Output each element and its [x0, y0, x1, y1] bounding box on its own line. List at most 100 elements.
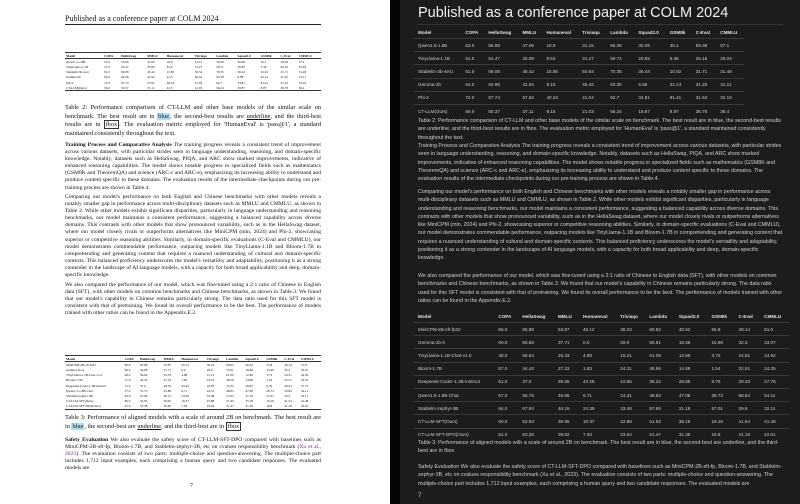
- score-cell: 36.78: [691, 103, 717, 118]
- score-cell: 61.41: [260, 80, 269, 85]
- model-name-cell: Qwen1.5-1.8B: [66, 59, 86, 64]
- score-cell: 70.35: [216, 70, 224, 75]
- score-cell: 8.54: [542, 51, 579, 65]
- score-cell: 31.71: [280, 70, 288, 75]
- score-cell: 60.0: [124, 367, 131, 372]
- safety-paragraph: Safety Evaluation We also evaluate the s…: [65, 437, 321, 472]
- score-cell: 59.38: [691, 37, 717, 52]
- column-header: CMMLU: [720, 30, 738, 35]
- score-cell: 57.01: [707, 401, 735, 415]
- score-cell: 56.64: [140, 373, 148, 378]
- score-cell: 66.0: [124, 362, 131, 367]
- score-cell: 22.51: [734, 361, 761, 376]
- paragraph-text: ). The evaluation consists of two parts:…: [418, 472, 773, 487]
- score-cell: 45.42: [147, 70, 155, 75]
- score-cell: 46.15: [553, 401, 579, 415]
- score-cell: 4.88: [578, 348, 617, 363]
- score-cell: 26.16: [280, 64, 288, 69]
- score-cell: 1.83: [181, 378, 188, 383]
- column-header: COPA: [465, 30, 479, 35]
- score-cell: 51.93: [226, 399, 234, 404]
- score-cell: 57.0: [494, 361, 519, 376]
- score-cell: 18.87: [237, 85, 245, 90]
- score-cell: 53.0: [104, 59, 110, 64]
- table-row: Bloom-1.7B 57.0 44.42 27.33 1.83 24.31 48.56 14…: [414, 361, 789, 376]
- column-header: Lambda: [610, 30, 628, 35]
- score-cell: 59.71: [216, 64, 224, 69]
- score-cell: 24.25: [300, 378, 309, 383]
- score-cell: 48.83: [645, 387, 675, 402]
- score-cell: 67.74: [121, 80, 129, 85]
- score-cell: 56.24: [606, 103, 635, 118]
- score-cell: 50.37: [121, 85, 129, 90]
- score-cell: 61.41: [665, 90, 692, 105]
- score-cell: 30.06: [237, 59, 245, 64]
- score-cell: 10.92: [260, 70, 269, 75]
- table-row: CT-LLM-SFT(Ours) 60.0 52.93 39.95 10.37 22.88…: [65, 399, 321, 404]
- column-header: GSM8k: [669, 30, 686, 35]
- score-cell: 9.15: [542, 77, 579, 92]
- score-cell: 41.48: [760, 414, 789, 428]
- score-cell: 6.86: [237, 75, 244, 80]
- caption-text: , the second-best results are: [418, 118, 781, 133]
- score-cell: 21.19: [674, 401, 708, 415]
- score-cell: 27.75: [300, 383, 309, 388]
- score-cell: 6.86: [634, 77, 666, 92]
- score-cell: 33.07: [760, 335, 789, 349]
- score-cell: 67.74: [484, 90, 519, 105]
- score-cell: 39.95: [553, 414, 579, 428]
- score-cell: 50.54: [194, 70, 203, 75]
- score-cell: 31.53: [280, 80, 288, 85]
- score-cell: 32.3: [284, 367, 291, 372]
- table-row: Phi-2 72.0 67.74 57.62 40.24 41.04 62.7 34.81 61…: [65, 80, 321, 85]
- score-cell: 53.38: [140, 404, 148, 409]
- column-header: GSM8k: [266, 356, 278, 361]
- model-name-cell: MiniCPM-2B-sft-fp32: [66, 362, 96, 367]
- score-cell: 49.14: [284, 362, 292, 367]
- table2-grid: Model COPA HellaSwag MMLU Humaneval Triviaqa L…: [414, 27, 744, 118]
- score-cell: 35.18: [674, 414, 708, 428]
- score-cell: 51.0: [124, 383, 131, 388]
- score-cell: 59.38: [280, 59, 288, 64]
- table-3-caption: Table 3: Performance of aligned models w…: [418, 439, 783, 456]
- table-row: CT-LLM-SFT-DPO(Ours) 61.0 53.38 39.82 7.93 23…: [65, 404, 321, 410]
- citation-link[interactable]: Xu et al., 2023: [65, 444, 321, 458]
- fbox-sample: fbox: [444, 448, 455, 455]
- score-cell: 48.0: [494, 348, 519, 363]
- score-cell: 9.15: [166, 85, 173, 90]
- table-row: CT-LLM-SFT(Ours) 60.0 52.93 39.95 10.37 22.88…: [414, 414, 789, 428]
- score-cell: 56.68: [518, 335, 554, 349]
- score-cell: 36.23: [616, 321, 646, 336]
- table-row: TinyLlama-1.1B 51.0 54.47 25.89 8.54 31.27 59.…: [65, 64, 321, 69]
- score-cell: 59.0: [461, 103, 485, 118]
- score-cell: 24.25: [760, 361, 789, 376]
- column-header: C-Eval: [738, 314, 753, 319]
- score-cell: 1.83: [578, 361, 617, 376]
- score-cell: 48.56: [226, 378, 234, 383]
- score-cell: 31.53: [691, 90, 717, 105]
- score-cell: 18.9: [166, 59, 173, 64]
- column-header: Humaneval: [546, 30, 571, 35]
- citation-link[interactable]: Xu et al., 2023: [541, 472, 577, 479]
- score-cell: 31.48: [298, 70, 307, 75]
- score-cell: 67.94: [140, 393, 148, 398]
- column-header: CMMLU: [298, 53, 312, 58]
- caption-text: , the second-best are: [671, 440, 723, 446]
- score-cell: 66.0: [494, 321, 519, 336]
- score-cell: 55.91: [226, 367, 234, 372]
- model-name-cell: CT-LLM-SFT(Ours): [414, 414, 495, 428]
- score-cell: 27.75: [760, 374, 789, 389]
- table-3-caption: Table 3: Performance of aligned models w…: [65, 414, 321, 431]
- score-cell: 29.5: [284, 393, 291, 398]
- score-cell: 15.69: [266, 367, 274, 372]
- score-cell: 18.8: [266, 404, 273, 409]
- score-cell: 5.36: [260, 64, 267, 69]
- score-cell: 24.39: [181, 393, 189, 398]
- score-cell: 64.0: [494, 401, 519, 415]
- comparing-paragraph: Comparing our model's performance on bot…: [418, 189, 783, 262]
- column-header: CMMLU: [300, 356, 315, 361]
- score-cell: 7.93: [578, 427, 617, 441]
- score-cell: 35.32: [226, 383, 234, 388]
- model-name-cell: Deepseek-Coder-1.3B-instruct: [66, 383, 107, 388]
- score-cell: 32.11: [760, 401, 789, 415]
